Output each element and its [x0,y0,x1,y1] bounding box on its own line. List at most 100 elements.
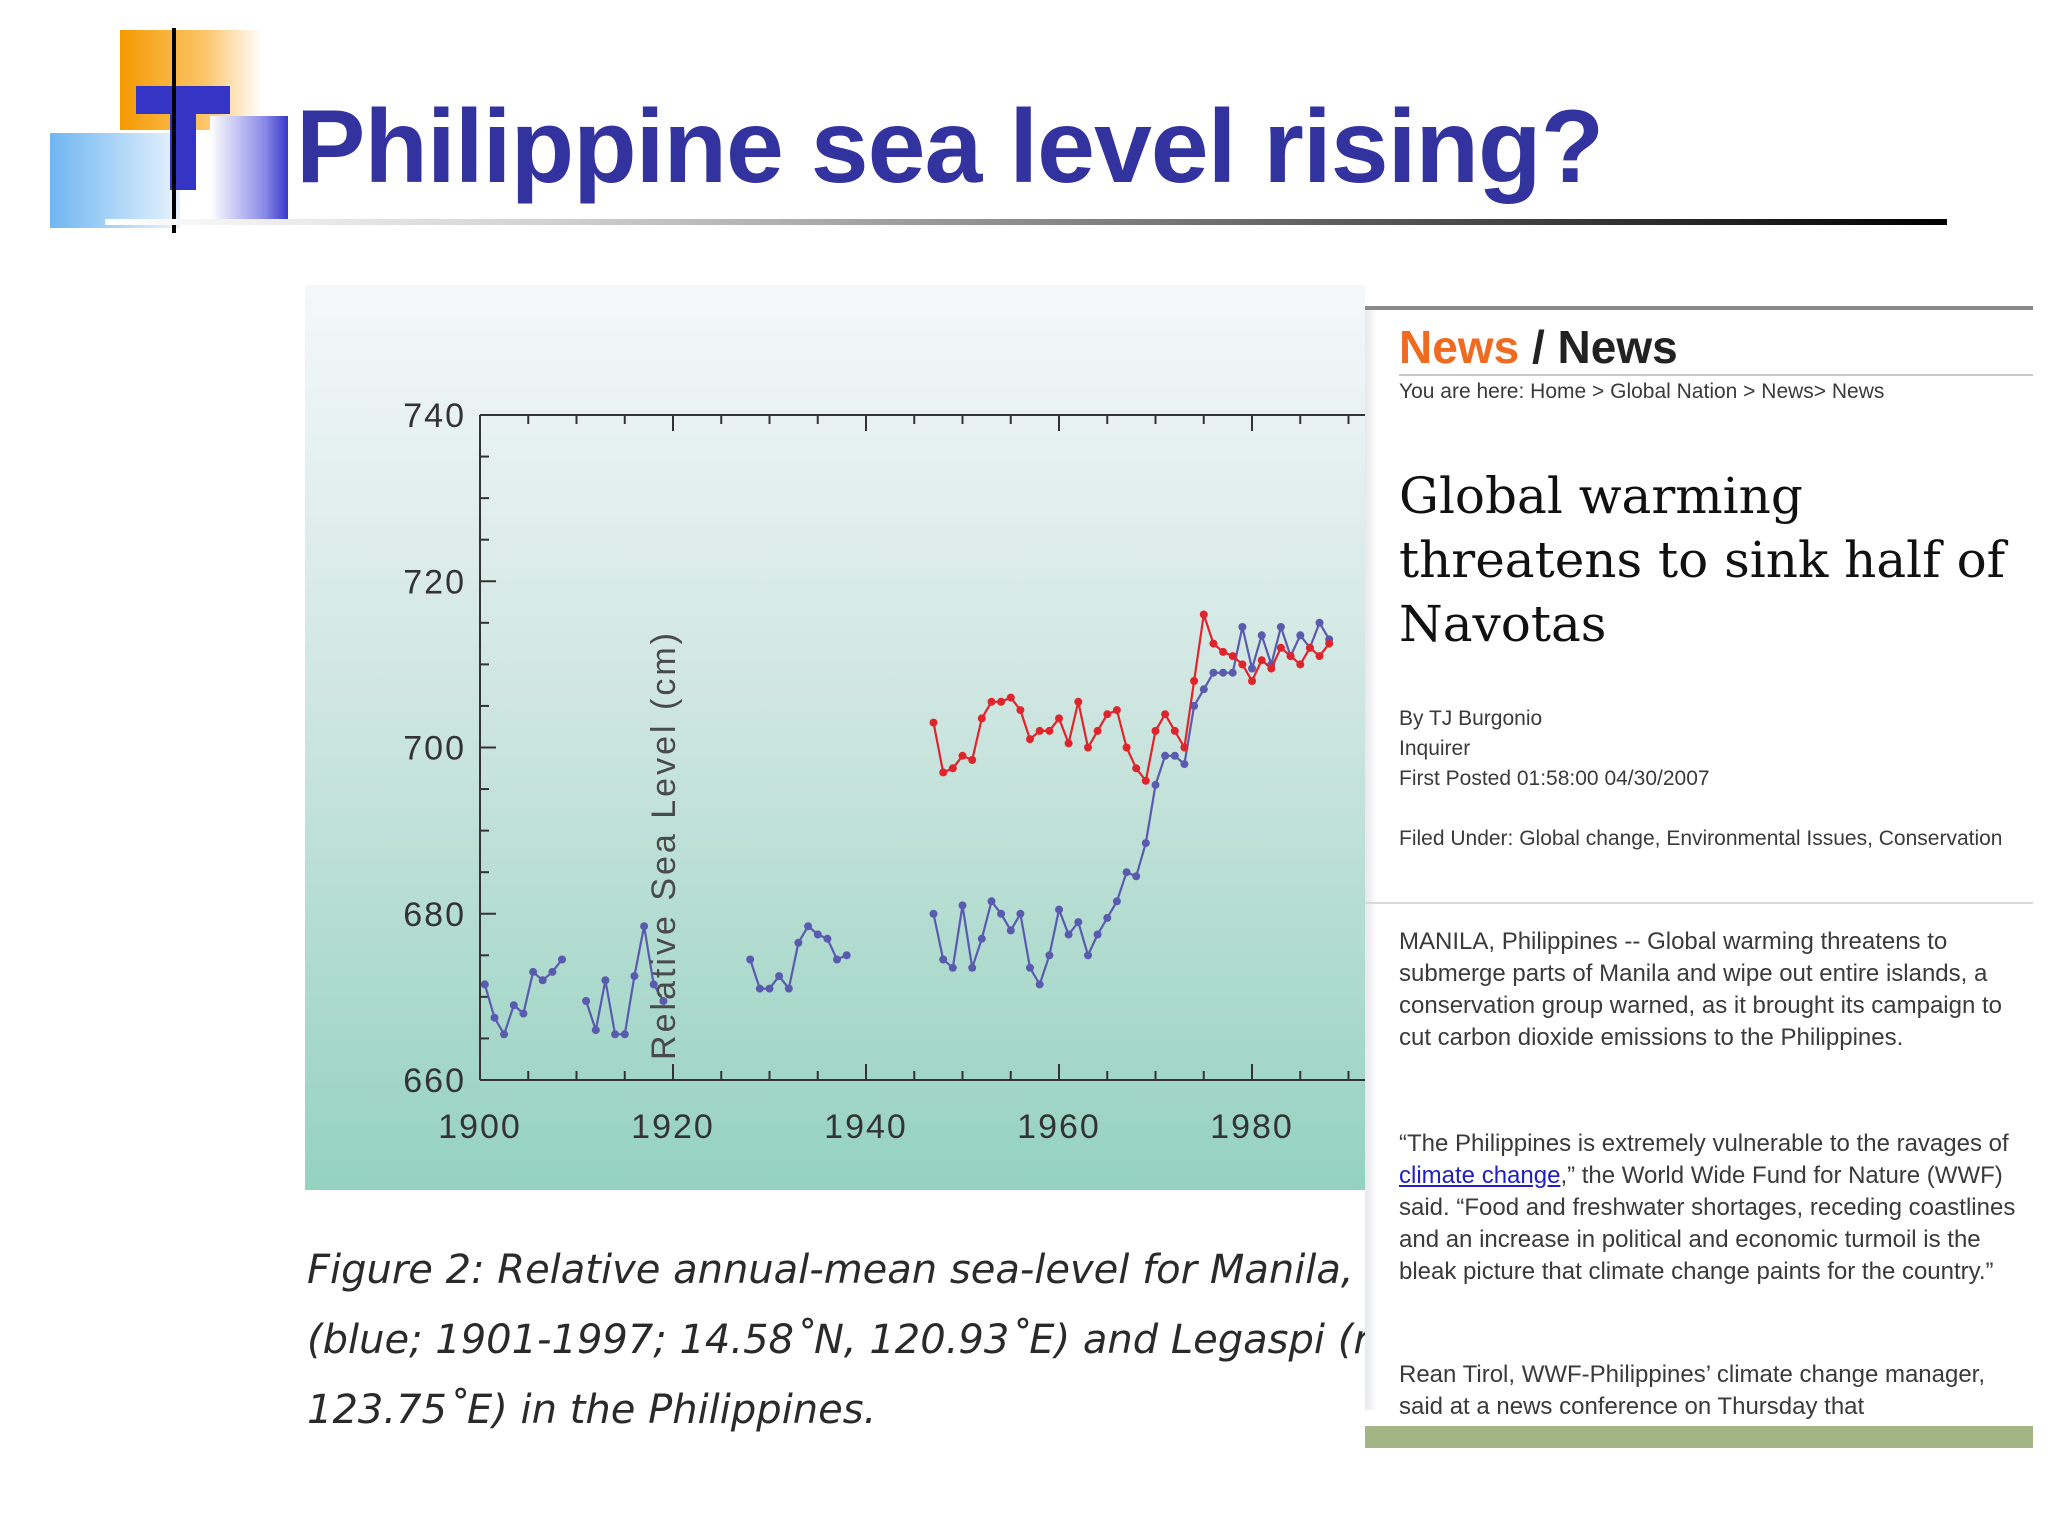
series-line [932,620,1331,988]
data-point [1248,664,1256,673]
data-point [1026,963,1034,972]
data-point [1112,706,1121,715]
data-point [659,997,668,1005]
data-point [1209,639,1218,648]
data-point [1219,668,1228,677]
y-axis-label: Relative Sea Level (cm) [645,630,683,1060]
paragraph-text: “The Philippines is extremely vulnerable… [1399,1130,2009,1157]
data-point [1257,656,1266,665]
data-point [1055,714,1063,723]
data-point [939,955,948,964]
data-point [929,718,938,727]
data-point [1045,951,1054,960]
data-point [746,955,755,964]
data-point [1006,926,1015,935]
data-point [548,967,557,976]
data-point [958,751,967,760]
data-point [620,1030,629,1039]
news-bottom-bar [1365,1426,2033,1448]
data-point [968,756,977,764]
data-point [997,697,1006,706]
sea-level-chart: 1900 1920 1940 1960 1980 660 680 700 720 740 Rela… [403,397,1365,1146]
series-line [749,924,848,992]
news-section-primary[interactable]: News [1399,321,1520,373]
data-point [1084,743,1092,752]
caption-line: (blue; 1901-1997; 14.58˚N, 120.93˚E) and… [307,1317,1367,1363]
data-point [1026,735,1034,744]
data-point [987,697,996,706]
data-point [509,1001,518,1010]
article-divider [1365,902,2033,904]
data-point [1103,913,1112,922]
y-tick-label: 660 [403,1062,466,1100]
data-point [1064,930,1073,939]
data-point [1276,643,1285,652]
data-point [1305,643,1314,652]
data-point [500,1030,509,1039]
series-1 [929,610,1334,785]
data-point [939,768,948,777]
data-point [1228,652,1237,661]
breadcrumb[interactable]: You are here: Home > Global Nation > New… [1399,380,1885,403]
news-header-divider [1399,374,2033,376]
data-point [1093,726,1102,735]
sea-level-chart-panel: 1900 1920 1940 1960 1980 660 680 700 720 740 Rela… [305,285,1365,1190]
data-point [1296,631,1305,640]
data-point [1190,677,1199,685]
news-section-title: News / News [1399,320,1678,374]
data-point [1084,951,1092,960]
data-point [1257,631,1266,640]
data-point [1016,706,1025,715]
caption-line: 123.75˚E) in the Philippines. [307,1387,877,1433]
title-underline [105,219,1947,225]
data-point [948,963,957,972]
data-point [529,967,538,976]
data-point [1267,664,1276,673]
data-point [997,909,1006,918]
chart-axes [479,414,1365,1081]
data-point [630,972,639,981]
data-point [1161,710,1170,719]
data-point [1161,751,1170,760]
news-section-separator: / [1519,321,1558,373]
data-point [1276,623,1285,631]
data-point [1055,905,1063,914]
x-tick-label: 1940 [824,1108,908,1146]
data-point [784,984,793,993]
data-point [538,976,547,985]
data-point [1219,647,1228,656]
data-point [1315,618,1324,627]
figure-caption: Figure 2: Relative annual-mean sea-level… [307,1235,1367,1445]
data-point [1141,839,1150,848]
data-point [1035,980,1044,989]
data-point [1016,909,1025,918]
climate-change-link[interactable]: climate change [1399,1162,1561,1189]
data-point [1180,743,1189,752]
data-point [775,972,784,981]
data-point [1064,739,1073,748]
article-paragraph: MANILA, Philippines -- Global warming th… [1399,928,2003,1051]
x-tick-label: 1900 [438,1108,522,1146]
data-point [1209,668,1218,677]
news-article-panel: News / News You are here: Home > Global … [1365,306,2033,1452]
x-tick-label: 1980 [1210,1108,1294,1146]
data-point [1035,726,1044,735]
data-point [1190,701,1199,710]
data-point [1122,743,1131,752]
data-point [1170,726,1179,735]
data-point [977,714,986,723]
data-point [480,980,489,989]
slide-title: Philippine sea level rising? [296,89,1604,205]
data-point [1093,930,1102,939]
data-point [1325,639,1334,648]
data-point [1228,668,1237,677]
data-point [591,1026,600,1035]
data-point [1112,897,1121,906]
data-point [804,922,813,931]
news-section-secondary[interactable]: News [1557,321,1678,373]
data-point [765,984,774,993]
data-point [1006,693,1015,702]
data-point [977,934,986,943]
caption-line: Figure 2: Relative annual-mean sea-level… [307,1247,1367,1293]
data-point [968,963,977,972]
